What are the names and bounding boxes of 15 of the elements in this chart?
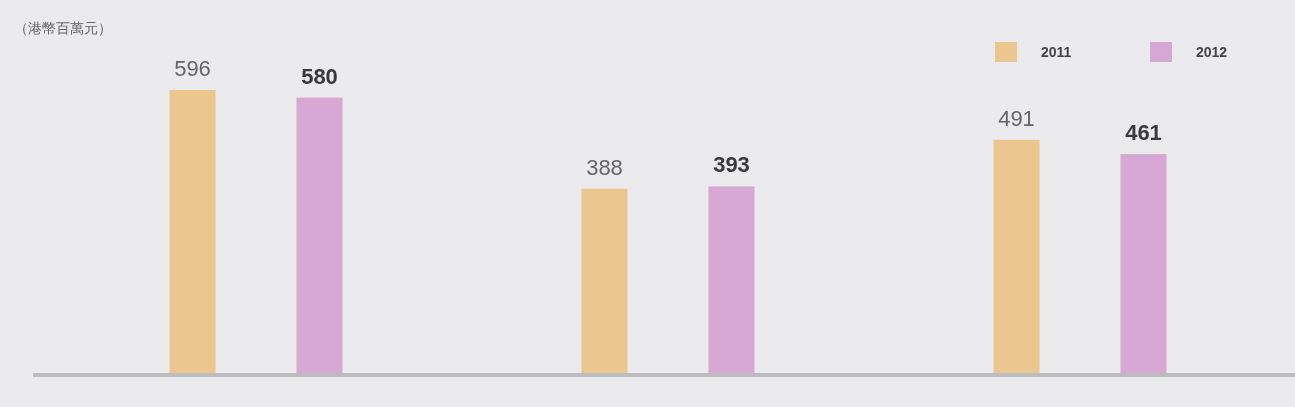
data-label: 491 bbox=[998, 105, 1035, 131]
legend-label: 2011 bbox=[1041, 44, 1072, 60]
bar bbox=[1120, 154, 1167, 373]
bar bbox=[581, 188, 628, 373]
legend-label: 2012 bbox=[1196, 44, 1228, 60]
data-label: 388 bbox=[586, 154, 623, 180]
data-label: 393 bbox=[713, 152, 750, 178]
data-label: 596 bbox=[174, 56, 211, 81]
bar bbox=[169, 90, 216, 373]
bar bbox=[993, 139, 1040, 373]
bar bbox=[708, 186, 755, 373]
data-label: 580 bbox=[301, 63, 338, 89]
y-axis-title: （港幣百萬元） bbox=[14, 20, 112, 36]
data-label: 461 bbox=[1125, 120, 1162, 146]
bar bbox=[296, 97, 343, 373]
